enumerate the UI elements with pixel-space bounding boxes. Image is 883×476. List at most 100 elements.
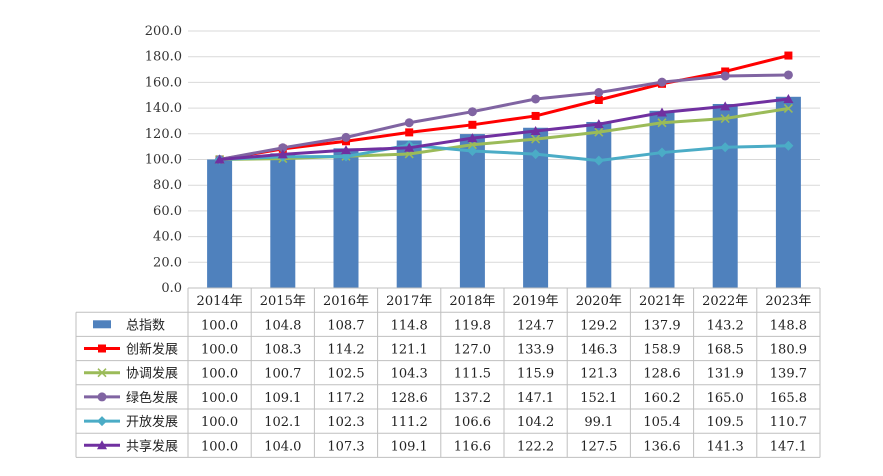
- data-label: 102.1: [264, 415, 301, 430]
- data-label: 117.2: [327, 391, 364, 406]
- bar-total-index: [396, 140, 422, 288]
- data-table: 2014年 2015年 2016年 2017年 2018年 2019年 2020年 2021年…: [75, 287, 821, 458]
- series-point: [404, 118, 414, 128]
- data-label: 100.0: [201, 343, 238, 358]
- data-label: 108.7: [327, 318, 364, 333]
- data-label: 111.2: [391, 415, 428, 430]
- data-label: 110.7: [770, 415, 807, 430]
- series-point: [405, 128, 414, 137]
- series-point: [531, 134, 541, 144]
- legend-label: 总指数: [126, 318, 165, 333]
- data-label: 137.2: [454, 391, 491, 406]
- data-label: 136.6: [643, 439, 680, 454]
- x-tick-label: 2016年: [323, 294, 369, 309]
- y-tick-label: 20.0: [153, 255, 182, 270]
- data-label: 109.1: [391, 439, 428, 454]
- series-point: [468, 120, 477, 129]
- legend-key: [84, 440, 120, 450]
- series-point: [341, 132, 351, 142]
- data-label: 105.4: [643, 415, 680, 430]
- data-label: 119.8: [454, 318, 491, 333]
- y-tick-label: 0.0: [161, 281, 182, 296]
- series-point: [593, 119, 604, 129]
- data-label: 129.2: [580, 318, 617, 333]
- data-label: 180.9: [770, 343, 807, 358]
- data-label: 100.0: [201, 318, 238, 333]
- series-point: [783, 93, 794, 103]
- data-label: 152.1: [580, 391, 617, 406]
- bar-total-index: [333, 148, 359, 288]
- data-label: 148.8: [770, 318, 807, 333]
- data-label: 128.6: [643, 367, 680, 382]
- data-label: 146.3: [580, 343, 617, 358]
- data-label: 121.1: [391, 343, 428, 358]
- bar-total-index: [712, 103, 738, 288]
- x-tick-label: 2019年: [513, 294, 559, 309]
- series-line: [219, 97, 789, 161]
- series-point: [530, 125, 541, 135]
- series-point: [720, 101, 731, 111]
- series-point: [720, 113, 730, 124]
- data-label: 158.9: [643, 343, 680, 358]
- data-label: 100.0: [201, 391, 238, 406]
- data-label: 100.0: [201, 439, 238, 454]
- data-label: 100.7: [264, 367, 301, 382]
- series-point: [467, 107, 477, 117]
- data-label: 100.0: [201, 415, 238, 430]
- data-label: 115.9: [517, 367, 554, 382]
- series-point: [657, 107, 667, 117]
- data-label: 102.3: [327, 415, 364, 430]
- series-point: [594, 127, 604, 137]
- series-point: [467, 133, 478, 143]
- legend-marker: [97, 440, 107, 450]
- series-point: [214, 154, 225, 164]
- legend-label: 创新发展: [126, 342, 178, 358]
- legend-marker: [97, 416, 107, 427]
- legend-key: [84, 344, 120, 353]
- data-label: 165.8: [770, 391, 807, 406]
- legend-key: [84, 416, 120, 427]
- legend-label: 绿色发展: [126, 390, 178, 406]
- series-point: [657, 118, 667, 128]
- data-label: 122.2: [517, 439, 554, 454]
- legend-label: 协调发展: [126, 366, 178, 382]
- y-tick-label: 180.0: [145, 50, 182, 65]
- data-label: 106.6: [454, 415, 491, 430]
- data-label: 168.5: [707, 343, 744, 358]
- y-tick-label: 80.0: [153, 178, 182, 193]
- y-tick-label: 160.0: [145, 75, 182, 90]
- series-point: [720, 71, 730, 81]
- series-point: [783, 70, 793, 80]
- y-tick-label: 120.0: [145, 127, 182, 142]
- series-point: [594, 88, 604, 98]
- series-point: [783, 103, 793, 114]
- data-label: 104.0: [264, 439, 301, 454]
- data-label: 137.9: [643, 318, 680, 333]
- y-tick-label: 100.0: [145, 153, 182, 168]
- series-point: [277, 149, 288, 159]
- y-tick-label: 40.0: [153, 230, 182, 245]
- legend-marker: [97, 368, 107, 378]
- bar-total-index: [649, 110, 675, 289]
- y-tick-label: 60.0: [153, 204, 182, 219]
- series-point: [531, 111, 540, 120]
- data-label: 128.6: [391, 391, 428, 406]
- data-label: 141.3: [707, 439, 744, 454]
- legend-key: [84, 392, 120, 402]
- y-tick-label: 140.0: [145, 101, 182, 116]
- legend-marker: [97, 392, 107, 402]
- legend-label: 共享发展: [126, 438, 178, 454]
- bar-total-index: [775, 96, 801, 289]
- data-label: 131.9: [707, 367, 744, 382]
- data-label: 127.5: [580, 439, 617, 454]
- series-point: [531, 94, 541, 104]
- bar-total-index: [270, 153, 296, 288]
- x-tick-label: 2015年: [260, 294, 306, 309]
- legend-label: 开放发展: [126, 414, 178, 430]
- series-point: [278, 143, 288, 153]
- legend-key: [84, 368, 120, 378]
- data-label: 124.7: [517, 318, 554, 333]
- series-point: [593, 155, 604, 166]
- data-label: 104.8: [264, 318, 301, 333]
- data-label: 108.3: [264, 343, 301, 358]
